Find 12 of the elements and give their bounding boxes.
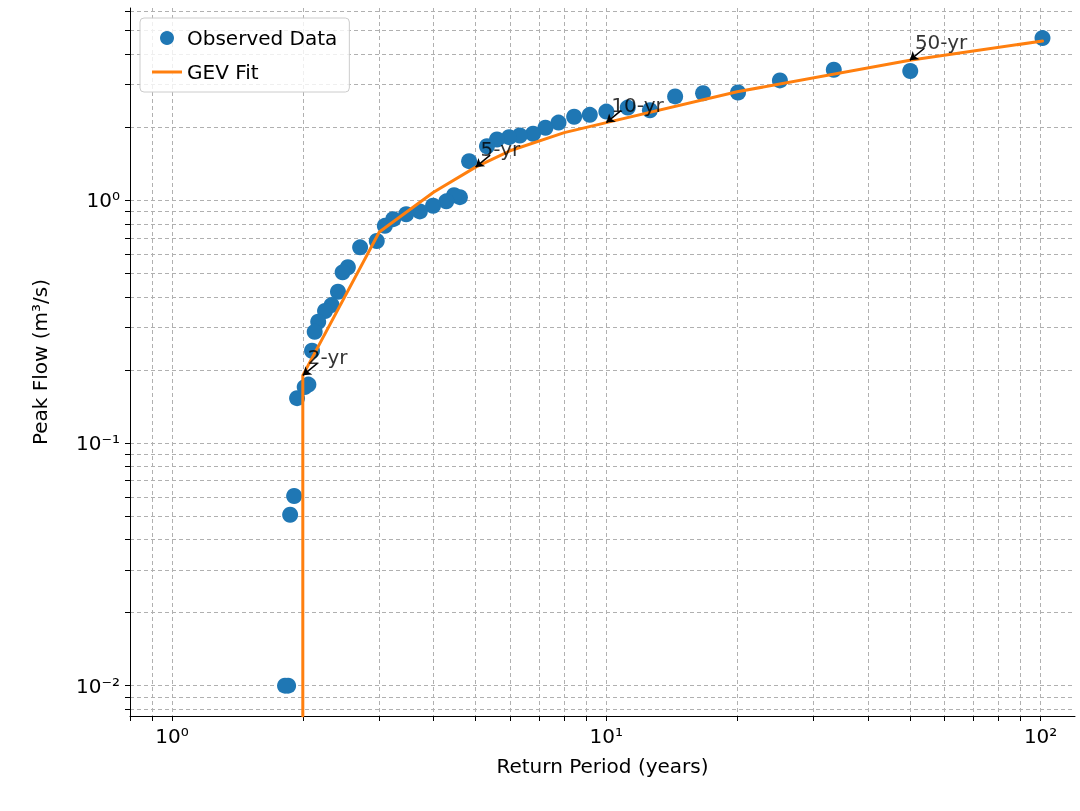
annotation: 50-yr bbox=[914, 30, 969, 55]
y-tick-label: 10⁻¹ bbox=[75, 430, 120, 455]
x-axis-title: Return Period (years) bbox=[496, 754, 709, 778]
x-tick-label: 10⁰ bbox=[155, 724, 189, 748]
x-tick-label: 10¹ bbox=[589, 724, 624, 748]
legend-label: Observed Data bbox=[187, 26, 338, 50]
y-tick-label: 10⁻² bbox=[75, 673, 120, 698]
x-tick-label: 10² bbox=[1023, 724, 1058, 748]
annotation: 10-yr bbox=[611, 92, 665, 117]
y-axis-title: Peak Flow (m³/s) bbox=[28, 278, 52, 446]
y-tick-label: 10⁰ bbox=[86, 188, 120, 213]
legend-label: GEV Fit bbox=[187, 60, 259, 84]
